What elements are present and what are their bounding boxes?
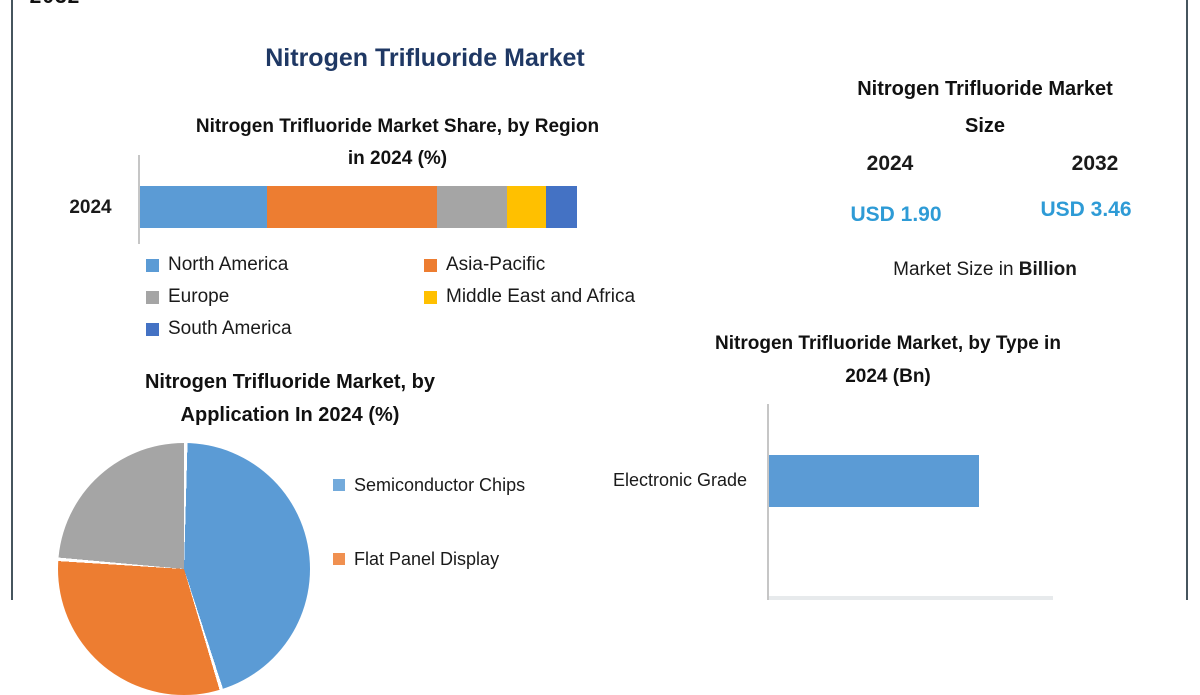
legend-label: Europe (168, 286, 230, 307)
legend-label: South America (168, 318, 292, 339)
type-y-axis-line (767, 404, 769, 600)
type-chart-title-line1: Nitrogen Trifluoride Market, by Type in (715, 333, 1061, 354)
application-legend-item: Semiconductor Chips (333, 474, 525, 496)
type-chart-title-line2: 2024 (Bn) (845, 366, 931, 387)
legend-swatch-icon (424, 290, 437, 304)
legend-swatch-icon (333, 553, 345, 565)
legend-swatch-icon (333, 479, 345, 491)
type-category-label: Electronic Grade (612, 470, 747, 490)
footnote-bold-text: Billion (1018, 259, 1077, 280)
type-chart-title: Nitrogen Trifluoride Market, by Type in … (638, 327, 1138, 393)
legend-swatch-icon (146, 258, 159, 272)
market-size-year-2024: 2024 (866, 152, 914, 175)
right-border-line (1186, 0, 1188, 600)
application-chart-title: Nitrogen Trifluoride Market, by Applicat… (70, 366, 510, 432)
legend-label: Flat Panel Display (354, 548, 500, 569)
region-bar-segment-south-america (546, 186, 578, 228)
region-legend: North America Europe South America Asia-Pa… (146, 249, 635, 345)
legend-swatch-icon (146, 322, 159, 336)
region-legend-item: North America (146, 249, 424, 281)
market-size-value-2024: USD 1.90 (850, 203, 942, 226)
legend-swatch-icon (424, 258, 437, 272)
type-bar-partial-bottom (769, 596, 1053, 600)
market-size-value-2032: USD 3.46 (1040, 198, 1132, 221)
region-chart-title: Nitrogen Trifluoride Market Share, by Re… (135, 111, 660, 175)
application-legend: Semiconductor Chips Flat Panel Display (333, 474, 525, 570)
clipped-top-text: 2032 (0, 0, 110, 9)
market-size-title-line2: Size (964, 115, 1006, 137)
legend-label: North America (168, 254, 289, 275)
left-border-line (11, 0, 13, 600)
page-title: Nitrogen Trifluoride Market (265, 44, 585, 72)
region-legend-item: South America (146, 313, 424, 345)
region-legend-item: Asia-Pacific (424, 249, 635, 281)
legend-swatch-icon (146, 290, 159, 304)
market-size-panel-title: Nitrogen Trifluoride Market Size (800, 71, 1170, 145)
application-legend-item: Flat Panel Display (333, 548, 525, 570)
region-stacked-bar (140, 186, 578, 228)
footnote-text: Market Size in (893, 259, 1019, 280)
region-chart-title-line1: Nitrogen Trifluoride Market Share, by Re… (195, 116, 600, 137)
region-bar-segment-middle-east-and-africa (507, 186, 547, 228)
legend-label: Asia-Pacific (446, 254, 546, 275)
clipped-top-text-value: 2032 (0, 0, 110, 9)
region-axis-category-label: 2024 (69, 197, 112, 218)
type-bar-electronic-grade (769, 455, 979, 507)
legend-label: Middle East and Africa (446, 286, 636, 307)
region-legend-item: Middle East and Africa (424, 281, 635, 313)
region-legend-column-1: North America Europe South America (146, 249, 424, 345)
region-bar-segment-asia-pacific (266, 186, 438, 228)
region-chart-title-line2: in 2024 (%) (347, 148, 448, 169)
legend-label: Semiconductor Chips (354, 474, 526, 495)
market-size-footnote: Market Size in Billion (835, 259, 1135, 281)
market-size-year-2032: 2032 (1071, 152, 1119, 175)
application-chart-title-line1: Nitrogen Trifluoride Market, by (144, 371, 436, 393)
region-legend-column-2: Asia-Pacific Middle East and Africa (424, 249, 635, 345)
region-bar-segment-north-america (140, 186, 267, 228)
region-y-axis-line (138, 155, 140, 244)
market-size-title-line1: Nitrogen Trifluoride Market (857, 78, 1113, 100)
region-legend-item: Europe (146, 281, 424, 313)
region-bar-segment-europe (437, 186, 508, 228)
application-pie (58, 443, 310, 695)
application-chart-title-line2: Application In 2024 (%) (180, 404, 400, 426)
